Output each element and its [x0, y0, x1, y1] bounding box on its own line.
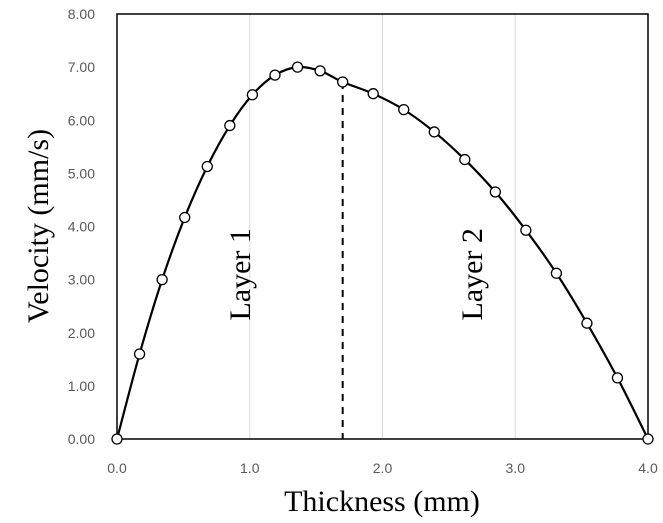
data-point	[314, 65, 326, 77]
y-tick-label: 5.00	[68, 165, 95, 181]
y-tick-label: 4.00	[68, 219, 95, 235]
x-tick-label: 3.0	[506, 460, 526, 476]
y-tick-label: 7.00	[68, 59, 95, 75]
data-point	[489, 186, 501, 198]
x-tick-label: 4.0	[638, 460, 658, 476]
y-axis-title: Velocity (mm/s)	[22, 129, 55, 323]
data-point	[156, 273, 168, 286]
y-tick-label: 0.00	[68, 431, 95, 447]
data-point	[291, 61, 304, 73]
x-axis-title: Thickness (mm)	[284, 485, 480, 518]
x-tick-label: 2.0	[373, 460, 393, 476]
data-point	[367, 88, 379, 100]
y-tick-label: 3.00	[68, 272, 95, 288]
data-point	[201, 160, 213, 173]
data-point	[179, 211, 191, 224]
annotation-layer-2: Layer 2	[456, 228, 489, 320]
y-tick-labels: 0.00 1.00 2.00 3.00 4.00 5.00 6.00 7.00 8.00	[68, 6, 95, 447]
x-tick-labels: 0.0 1.0 2.0 3.0 4.0	[107, 460, 658, 476]
data-point	[642, 433, 654, 445]
grid-lines	[249, 14, 516, 439]
x-tick-label: 0.0	[107, 460, 127, 476]
y-tick-label: 6.00	[68, 112, 95, 128]
data-point	[224, 119, 236, 132]
data-point	[269, 69, 281, 81]
annotation-layer-1: Layer 1	[224, 228, 257, 320]
data-point	[581, 317, 593, 329]
data-point	[611, 372, 624, 384]
data-point	[337, 76, 349, 88]
data-point	[428, 126, 440, 138]
y-tick-label: 1.00	[68, 378, 95, 394]
data-point	[398, 103, 410, 116]
y-tick-label: 2.00	[68, 325, 95, 341]
data-point	[550, 267, 563, 279]
plot-frame	[116, 13, 649, 440]
data-point	[520, 224, 532, 236]
data-point	[246, 89, 259, 101]
y-tick-label: 8.00	[68, 6, 95, 22]
data-point	[111, 433, 123, 445]
data-points	[111, 61, 654, 445]
x-tick-label: 1.0	[240, 460, 260, 476]
data-point	[133, 348, 146, 360]
data-point	[459, 153, 471, 166]
